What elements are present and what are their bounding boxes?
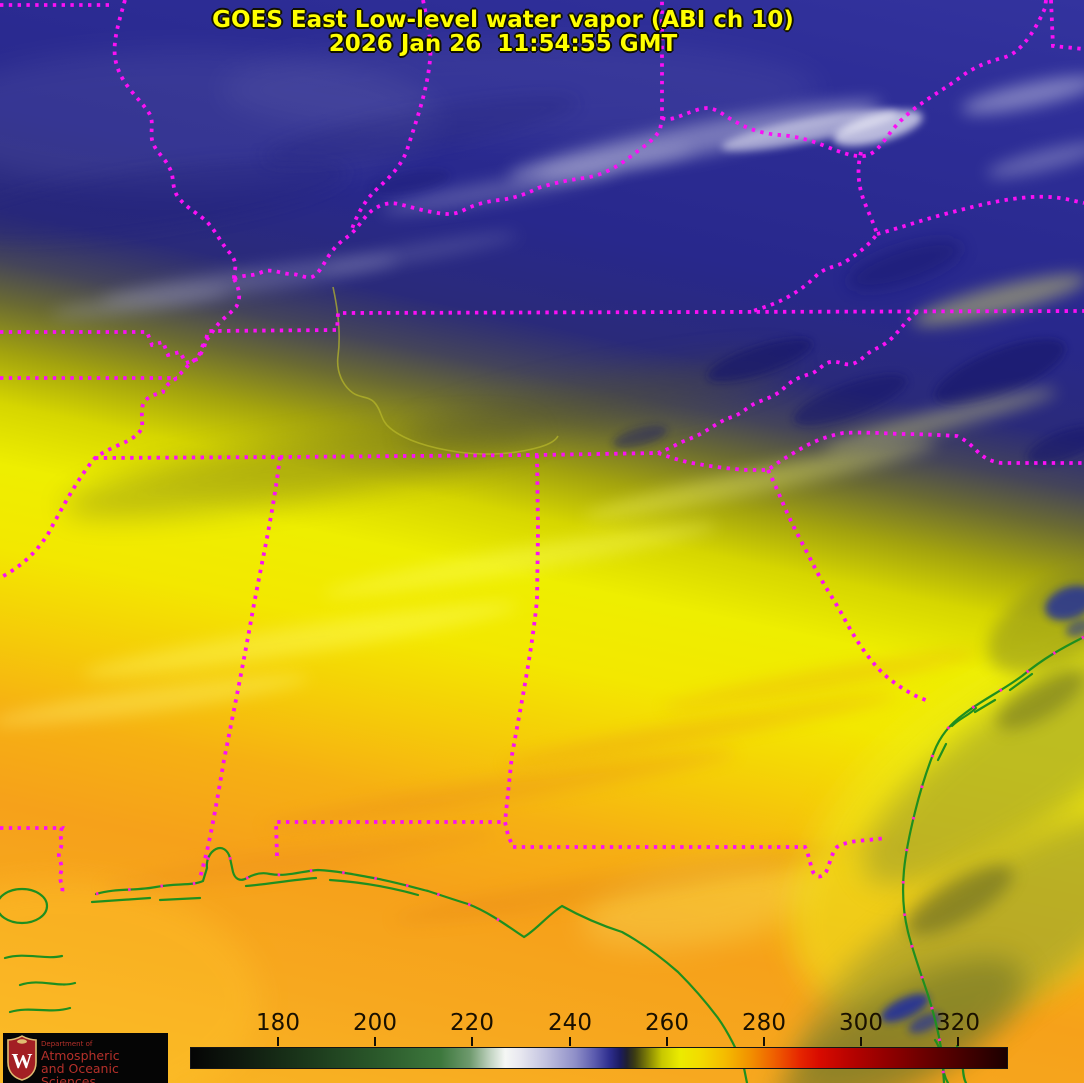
gulf-coastline bbox=[94, 846, 749, 1083]
colorbar-gradient bbox=[190, 1047, 1008, 1069]
lake-pontchartrain-outline bbox=[0, 887, 49, 925]
image-title: GOES East Low-level water vapor (ABI ch … bbox=[0, 8, 1006, 56]
border-ga-nc-sc bbox=[657, 430, 1084, 472]
border-wabash-river bbox=[349, 0, 433, 233]
logo-dept: Department of bbox=[41, 1040, 93, 1048]
border-al-fl bbox=[274, 820, 505, 857]
logo-line-1: Atmospheric bbox=[41, 1048, 120, 1063]
state-boundaries bbox=[0, 0, 1084, 894]
border-ky-wv-va bbox=[749, 151, 880, 314]
border-mississippi-river bbox=[0, 278, 242, 580]
border-ky-tn bbox=[0, 309, 1084, 366]
colorbar-tick-label: 200 bbox=[353, 1010, 397, 1036]
border-al-ga bbox=[503, 454, 540, 848]
colorbar-tick-label: 300 bbox=[839, 1010, 883, 1036]
border-oh-pa-corner bbox=[1049, 0, 1084, 51]
uw-crest-icon: W bbox=[7, 1035, 37, 1081]
border-ga-fl bbox=[513, 836, 887, 879]
colorbar-tick-mark bbox=[666, 1037, 668, 1046]
colorbar-tick-mark bbox=[860, 1037, 862, 1046]
dry-slot-patches bbox=[62, 169, 1084, 518]
colorbar-tick-label: 320 bbox=[936, 1010, 980, 1036]
border-va-wv bbox=[876, 194, 1084, 236]
border-ms-al bbox=[198, 456, 282, 879]
colorbar-tick-mark bbox=[471, 1037, 473, 1046]
aos-logo: W Department of Atmospheric and Oceanic … bbox=[3, 1033, 168, 1083]
crest-letter: W bbox=[12, 1049, 33, 1073]
colorbar-tick-label: 240 bbox=[548, 1010, 592, 1036]
border-ohio-river-west bbox=[112, 0, 238, 279]
colorbar-tick-mark bbox=[374, 1037, 376, 1046]
colorbar-tick-label: 260 bbox=[645, 1010, 689, 1036]
river-lines bbox=[332, 286, 559, 455]
offshore-cloud-field bbox=[776, 567, 1084, 1083]
atlantic-islands bbox=[933, 672, 1034, 1083]
border-la-ms bbox=[0, 826, 66, 894]
colorbar-tick-mark bbox=[957, 1037, 959, 1046]
atlantic-coastline bbox=[901, 635, 1084, 1083]
colorbar-tick-mark bbox=[569, 1037, 571, 1046]
colorbar-tick-label: 220 bbox=[450, 1010, 494, 1036]
colorbar-tick-mark bbox=[763, 1037, 765, 1046]
coastline bbox=[0, 635, 1084, 1083]
barrier-islands bbox=[90, 876, 420, 904]
la-marsh bbox=[3, 954, 120, 1067]
cloud-streaks bbox=[0, 40, 1084, 319]
colorbar-tick-label: 180 bbox=[256, 1010, 300, 1036]
logo-text: Department of Atmospheric and Oceanic Sc… bbox=[41, 1040, 168, 1083]
title-line-2: 2026 Jan 26 11:54:55 GMT bbox=[328, 31, 678, 57]
title-line-1: GOES East Low-level water vapor (ABI ch … bbox=[212, 7, 794, 33]
border-tn-south bbox=[94, 451, 659, 460]
colorbar-tick-mark bbox=[277, 1037, 279, 1046]
colorbar-tick-label: 280 bbox=[742, 1010, 786, 1036]
logo-line-2: and Oceanic Sciences bbox=[41, 1061, 119, 1083]
